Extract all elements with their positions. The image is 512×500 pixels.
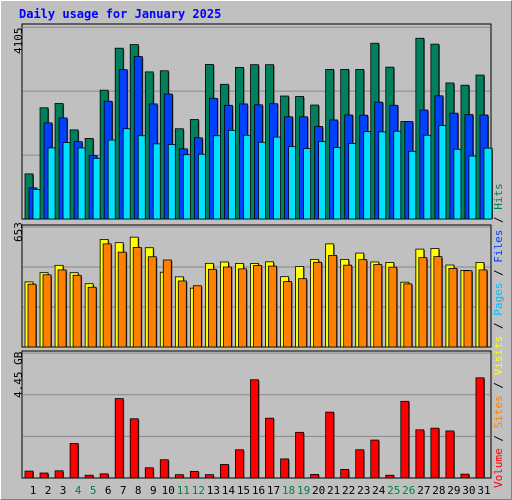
bar-sites-day-23	[358, 259, 368, 348]
bar-sites-day-20	[313, 261, 323, 348]
bar-volume-day-22	[340, 469, 350, 479]
bar-volume-day-8	[129, 418, 139, 479]
bar-sites-day-21	[328, 254, 338, 348]
bar-sites-day-27	[418, 257, 428, 348]
day-label-10: 10	[162, 484, 175, 497]
bar-volume-day-14	[220, 464, 229, 479]
bar-sites-day-10	[162, 259, 172, 348]
bar-volume-day-19	[295, 431, 304, 479]
bar-sites-day-7	[117, 251, 127, 348]
day-label-23: 23	[357, 484, 370, 497]
bar-sites-day-19	[298, 278, 307, 348]
day-label-15: 15	[237, 484, 250, 497]
bar-sites-day-22	[343, 264, 353, 348]
bar-volume-day-21	[325, 411, 335, 479]
bar-volume-day-10	[159, 459, 169, 479]
day-label-24: 24	[372, 484, 386, 497]
bar-sites-day-12	[192, 285, 202, 348]
day-label-2: 2	[45, 484, 52, 497]
bar-sites-day-1	[27, 283, 37, 348]
bar-sites-day-18	[283, 281, 292, 348]
day-label-1: 1	[30, 484, 37, 497]
bar-sites-day-28	[433, 256, 443, 348]
bar-sites-day-14	[223, 266, 232, 348]
bar-sites-day-13	[207, 268, 217, 348]
bar-volume-day-26	[400, 400, 410, 479]
bar-sites-day-4	[72, 274, 82, 348]
day-label-7: 7	[120, 484, 127, 497]
day-label-25: 25	[387, 484, 400, 497]
bar-volume-day-3	[54, 470, 64, 479]
bar-volume-day-25	[385, 474, 395, 479]
day-label-17: 17	[267, 484, 280, 497]
bar-sites-day-16	[253, 265, 262, 348]
bar-sites-day-2	[42, 274, 52, 348]
day-label-12: 12	[192, 484, 205, 497]
bar-volume-day-5	[84, 474, 94, 479]
day-label-27: 27	[417, 484, 430, 497]
bar-volume-day-13	[204, 474, 214, 479]
bar-sites-day-9	[147, 256, 157, 348]
day-label-20: 20	[312, 484, 325, 497]
bar-volume-day-27	[415, 429, 425, 479]
day-label-9: 9	[150, 484, 157, 497]
chart-title: Daily usage for January 2025	[19, 7, 222, 21]
day-label-5: 5	[90, 484, 97, 497]
bar-sites-day-5	[87, 286, 97, 348]
bar-volume-day-31	[475, 377, 485, 479]
day-label-31: 31	[477, 484, 490, 497]
day-label-19: 19	[297, 484, 310, 497]
bar-sites-day-29	[448, 268, 458, 348]
bar-volume-day-1	[24, 470, 34, 479]
day-label-4: 4	[75, 484, 82, 497]
day-label-28: 28	[432, 484, 445, 497]
bar-volume-day-15	[235, 449, 244, 479]
bar-volume-day-24	[370, 439, 380, 479]
bar-volume-day-7	[114, 398, 124, 479]
bar-sites-day-6	[102, 243, 112, 348]
bar-volume-day-29	[445, 430, 455, 479]
bar-sites-day-26	[403, 283, 413, 348]
bar-sites-day-3	[57, 269, 67, 348]
bar-volume-day-16	[250, 379, 259, 479]
day-label-18: 18	[282, 484, 295, 497]
bar-volume-day-4	[69, 442, 79, 479]
day-label-26: 26	[402, 484, 415, 497]
bar-sites-day-15	[238, 268, 247, 348]
bar-volume-day-28	[430, 427, 440, 479]
day-label-3: 3	[60, 484, 67, 497]
day-label-11: 11	[177, 484, 190, 497]
bar-volume-day-17	[265, 417, 274, 479]
day-label-21: 21	[327, 484, 340, 497]
bar-sites-day-11	[177, 280, 187, 348]
bar-sites-day-8	[132, 247, 142, 348]
bar-sites-day-30	[463, 270, 473, 348]
bar-volume-day-12	[189, 470, 199, 479]
day-label-13: 13	[207, 484, 220, 497]
bar-sites-day-17	[268, 265, 277, 348]
bar-volume-day-6	[99, 473, 109, 479]
bar-volume-day-20	[310, 474, 320, 479]
bar-sites-day-25	[388, 266, 398, 348]
day-label-29: 29	[447, 484, 460, 497]
bar-sites-day-31	[478, 269, 488, 348]
bar-volume-day-11	[174, 474, 184, 479]
bar-volume-day-18	[280, 458, 289, 479]
day-label-16: 16	[252, 484, 265, 497]
bar-pages-day-31	[483, 147, 493, 220]
bar-volume-day-30	[460, 473, 470, 479]
bar-volume-day-2	[39, 472, 49, 479]
day-label-22: 22	[342, 484, 355, 497]
day-label-8: 8	[135, 484, 142, 497]
bar-volume-day-9	[144, 467, 154, 479]
day-label-30: 30	[462, 484, 475, 497]
day-label-6: 6	[105, 484, 112, 497]
bar-sites-day-24	[373, 264, 383, 348]
day-label-14: 14	[222, 484, 236, 497]
bar-volume-day-23	[355, 449, 365, 479]
